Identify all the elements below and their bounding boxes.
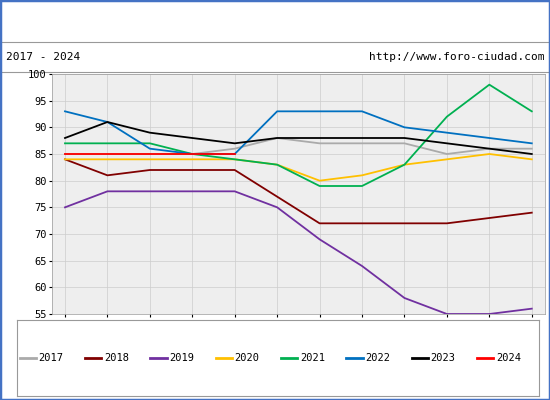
Text: http://www.foro-ciudad.com: http://www.foro-ciudad.com (369, 52, 544, 62)
Text: 2018: 2018 (104, 353, 129, 363)
Text: 2023: 2023 (431, 353, 455, 363)
Text: Evolucion del paro registrado en Abla: Evolucion del paro registrado en Abla (113, 14, 437, 28)
Text: 2020: 2020 (235, 353, 260, 363)
Text: 2021: 2021 (300, 353, 325, 363)
Text: 2017: 2017 (39, 353, 64, 363)
Text: 2019: 2019 (169, 353, 194, 363)
Text: 2024: 2024 (496, 353, 521, 363)
Text: 2017 - 2024: 2017 - 2024 (6, 52, 80, 62)
Text: 2022: 2022 (365, 353, 390, 363)
